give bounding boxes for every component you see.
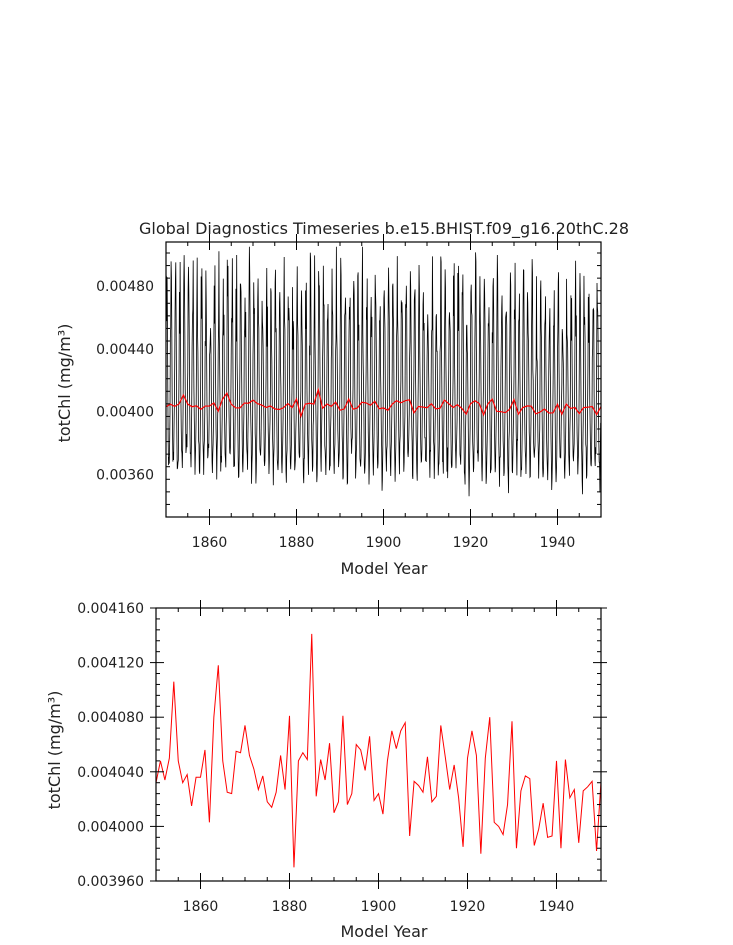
x-tick-label: 1880 — [272, 899, 308, 915]
y-tick-label: 0.004080 — [77, 710, 144, 726]
x-tick-label: 1940 — [540, 535, 576, 551]
x-tick-label: 1940 — [539, 899, 575, 915]
x-tick-label: 1900 — [366, 535, 402, 551]
x-tick-label: 1920 — [453, 535, 489, 551]
panel-timeseries-annual: 1860 1880 1900 1920 1940 0.003960 0.004000 0.00… — [45, 600, 607, 941]
y-tick-label: 0.00480 — [96, 279, 154, 295]
plot-area-bottom — [155, 633, 602, 868]
series-annual-line — [165, 387, 602, 419]
y-tick-label: 0.00360 — [96, 468, 154, 484]
x-tick-label: 1880 — [279, 535, 315, 551]
axes-top: 1860 1880 1900 1920 1940 0.00360 0.00400 0.0044… — [96, 234, 602, 551]
plot-area-top — [165, 246, 602, 497]
x-axis-label: Model Year — [341, 922, 428, 941]
x-tick-label: 1860 — [192, 535, 228, 551]
y-axis-label: totChl (mg/m³) — [45, 691, 64, 810]
y-tick-label: 0.00440 — [96, 342, 154, 358]
series-monthly-line — [165, 246, 602, 497]
y-axis-label: totChl (mg/m³) — [55, 324, 74, 443]
x-tick-label: 1900 — [361, 899, 397, 915]
panel-timeseries-monthly: Global Diagnostics Timeseries b.e15.BHIS… — [55, 219, 629, 578]
x-axis-label: Model Year — [341, 559, 428, 578]
axes-bottom: 1860 1880 1900 1920 1940 0.003960 0.004000 0.00… — [77, 600, 607, 915]
y-tick-label: 0.00400 — [96, 405, 154, 421]
series-annual-line — [155, 633, 602, 868]
y-tick-label: 0.004160 — [77, 601, 144, 617]
y-tick-label: 0.003960 — [77, 874, 144, 890]
chart-title: Global Diagnostics Timeseries b.e15.BHIS… — [139, 219, 629, 239]
x-tick-label: 1860 — [183, 899, 219, 915]
y-tick-label: 0.004000 — [77, 819, 144, 835]
y-tick-label: 0.004120 — [77, 656, 144, 672]
x-tick-label: 1920 — [450, 899, 486, 915]
y-tick-label: 0.004040 — [77, 765, 144, 781]
